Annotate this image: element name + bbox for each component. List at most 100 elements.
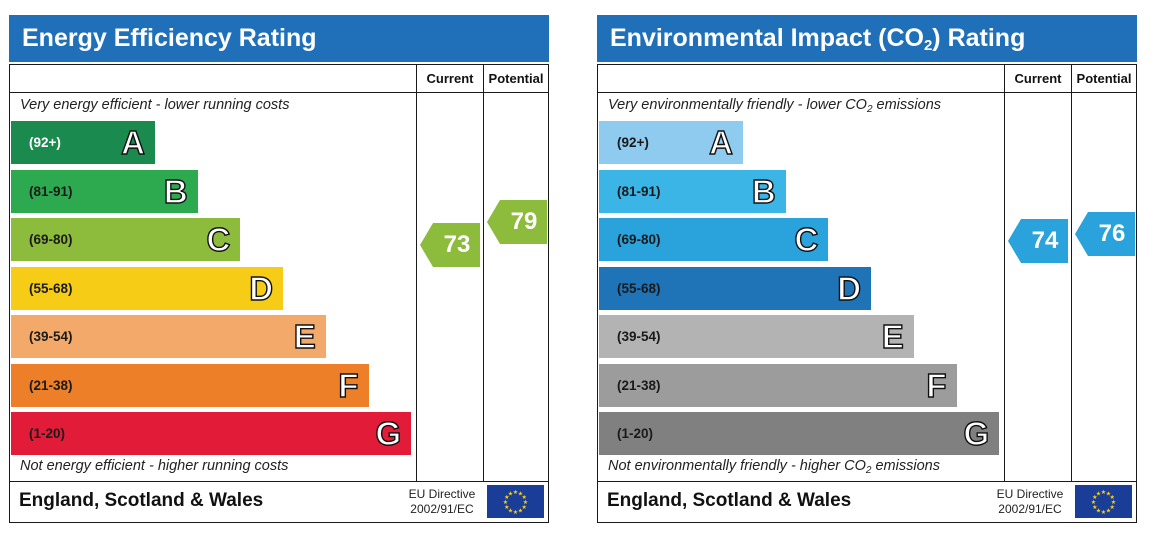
eu-directive-label: EU Directive 2002/91/EC <box>398 487 486 517</box>
band-d: (55-68) D <box>599 266 872 310</box>
potential-arrow-polygon <box>1075 211 1135 256</box>
chart-title: Environmental Impact (CO2) Rating <box>597 15 1137 62</box>
star-icon: ★ <box>1092 494 1097 501</box>
current-rating-value: 74 <box>1031 227 1059 255</box>
star-icon: ★ <box>1096 508 1101 515</box>
band-range-label: (81-91) <box>29 183 73 199</box>
potential-rating-arrow: 79 <box>487 199 547 244</box>
band-c: (69-80) C <box>11 218 241 261</box>
band-range-label: (21-38) <box>617 377 661 393</box>
star-icon: ★ <box>1091 499 1096 506</box>
band-d: (55-68) D <box>11 266 284 310</box>
star-icon: ★ <box>1106 508 1111 515</box>
band-letter-label: D <box>837 269 862 307</box>
band-letter-label: B <box>163 172 188 210</box>
star-icon: ★ <box>1101 489 1106 496</box>
band-f: (21-38) F <box>11 363 369 407</box>
band-letter-label: G <box>963 414 990 452</box>
band-range-label: (39-54) <box>29 329 73 344</box>
title-subscript: 2 <box>923 37 933 54</box>
region-label: England, Scotland & Wales <box>19 490 264 511</box>
potential-rating-value: 79 <box>510 207 538 235</box>
eu-directive-label: EU Directive 2002/91/EC <box>986 487 1074 517</box>
eu-flag-icon: ★ ★ ★ ★ ★ ★ ★ ★ ★ ★ ★ ★ <box>487 485 544 518</box>
band-e: (39-54) E <box>599 315 914 358</box>
band-letter-label: C <box>794 220 819 258</box>
band-letter-label: D <box>249 269 274 307</box>
band-range-label: (1-20) <box>617 426 654 441</box>
band-letter-label: A <box>708 123 733 161</box>
directive-line2: 2002/91/EC <box>998 502 1062 516</box>
current-rating-arrow: 73 <box>420 223 480 268</box>
band-letter-label: C <box>206 220 231 258</box>
band-f: (21-38) F <box>599 363 957 407</box>
potential-arrow-polygon <box>487 199 547 244</box>
star-icon: ★ <box>518 490 523 497</box>
star-icon: ★ <box>1096 490 1101 497</box>
star-icon: ★ <box>1092 504 1097 511</box>
bottom-note-subscript: 2 <box>865 465 872 476</box>
directive-line1: EU Directive <box>996 487 1064 501</box>
star-icon: ★ <box>1101 509 1106 516</box>
potential-rating-value: 76 <box>1098 219 1126 247</box>
bottom-note-prefix: Not environmentally friendly - higher CO <box>608 458 866 474</box>
band-range-label: (69-80) <box>29 232 73 247</box>
top-note: Very energy efficient - lower running co… <box>20 97 290 113</box>
title-suffix: ) Rating <box>932 24 1026 52</box>
band-range-label: (81-91) <box>617 183 661 199</box>
eu-stars-icon: ★ ★★★★★★★★★★★ <box>1091 489 1116 516</box>
band-range-label: (92+) <box>29 135 61 150</box>
top-note-prefix: Very environmentally friendly - lower CO <box>608 97 867 113</box>
bottom-note: Not environmentally friendly - higher CO… <box>608 458 940 476</box>
band-a: (92+) A <box>11 121 155 164</box>
region-label: England, Scotland & Wales <box>607 490 852 511</box>
current-arrow-shape <box>1008 219 1068 264</box>
title-prefix: Environmental Impact (CO <box>610 24 924 52</box>
potential-arrow-shape <box>487 199 547 244</box>
current-rating-value: 73 <box>443 231 471 259</box>
chart-body: Current Potential Very energy efficient … <box>9 64 549 523</box>
band-range-label: (55-68) <box>29 280 73 296</box>
star-icon: ★ <box>508 490 513 497</box>
energy-efficiency-chart: Energy Efficiency Rating Current Potenti… <box>9 15 549 523</box>
star-icon: ★ <box>522 494 527 501</box>
current-rating-arrow: 74 <box>1008 219 1068 264</box>
star-icon: ★ <box>508 508 513 515</box>
column-header-current: Current <box>426 71 474 86</box>
chart-body: Current Potential Very environmentally f… <box>597 64 1137 523</box>
band-letter-label: E <box>293 317 316 355</box>
star-icon: ★ <box>503 499 508 506</box>
band-letter-label: F <box>926 366 948 404</box>
column-header-current: Current <box>1014 71 1062 86</box>
top-note: Very environmentally friendly - lower CO… <box>608 97 942 115</box>
band-range-label: (39-54) <box>617 329 661 344</box>
current-arrow-polygon <box>420 223 480 268</box>
directive-line2: 2002/91/EC <box>410 502 474 516</box>
current-arrow-shape <box>420 223 480 268</box>
star-icon: ★ <box>523 499 528 506</box>
top-note-subscript: 2 <box>866 104 873 115</box>
band-letter-label: F <box>338 366 360 404</box>
top-note-suffix: emissions <box>872 97 942 113</box>
star-icon: ★ <box>513 489 518 496</box>
star-icon: ★ <box>1106 490 1111 497</box>
potential-arrow-shape <box>1075 211 1135 256</box>
star-icon: ★ <box>504 504 509 511</box>
star-icon: ★ <box>518 508 523 515</box>
column-header-potential: Potential <box>488 71 544 86</box>
band-letter-label: B <box>751 172 776 210</box>
star-icon: ★ <box>1110 504 1115 511</box>
band-a: (92+) A <box>599 121 743 164</box>
star-icon: ★ <box>1110 494 1115 501</box>
band-e: (39-54) E <box>11 315 326 358</box>
band-range-label: (92+) <box>617 135 649 150</box>
star-icon: ★ <box>1111 499 1116 506</box>
star-icon: ★ <box>513 509 518 516</box>
band-c: (69-80) C <box>599 218 829 261</box>
bottom-note-suffix: emissions <box>871 458 940 474</box>
band-range-label: (55-68) <box>617 280 661 296</box>
band-range-label: (21-38) <box>29 377 73 393</box>
band-letter-label: E <box>881 317 904 355</box>
band-b: (81-91) B <box>599 169 786 213</box>
band-letter-label: G <box>375 414 402 452</box>
